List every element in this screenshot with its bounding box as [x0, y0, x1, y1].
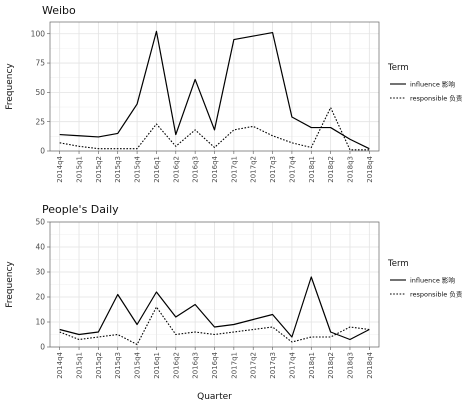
x-tick-label: 2018q1 — [308, 352, 316, 379]
x-tick-label: 2015q1 — [76, 352, 84, 379]
series-line-influence — [59, 30, 370, 150]
x-tick-label: 2017q4 — [288, 155, 296, 182]
x-tick-label: 2018q3 — [346, 156, 354, 183]
x-tick-label: 2016q3 — [192, 352, 200, 379]
x-tick-label: 2014q4 — [56, 155, 64, 182]
y-tick-label: 30 — [35, 268, 45, 277]
x-tick-label: 2016q3 — [192, 156, 200, 183]
y-tick-label: 0 — [40, 343, 45, 352]
y-tick-label: 50 — [35, 218, 45, 227]
plot-border — [49, 21, 380, 152]
legend-label-influence: influence 影响 — [410, 79, 455, 88]
peoples-daily-chart: People's Daily 0 10 20 30 40 50 2014q4 2015q1 201… — [5, 203, 463, 402]
y-tick-label: 0 — [40, 147, 45, 156]
legend-label-influence: influence 影响 — [410, 275, 455, 284]
x-tick-label: 2017q1 — [230, 352, 238, 379]
legend-label-responsible: responsible 负责 — [410, 289, 463, 298]
x-tick-label: 2018q2 — [327, 156, 335, 183]
x-tick-label: 2018q4 — [366, 155, 374, 182]
chart-title: People's Daily — [42, 203, 119, 216]
legend-label-responsible: responsible 负责 — [410, 93, 463, 102]
x-tick-label: 2016q4 — [211, 155, 219, 182]
y-axis-title: Frequency — [5, 63, 15, 110]
series-line-influence — [59, 276, 370, 341]
y-tick-label: 20 — [35, 293, 45, 302]
x-tick-label: 2017q4 — [288, 351, 296, 378]
weibo-chart: Weibo 0 25 50 75 100 2014q4 2015q1 2015q2 2015q3 2… — [5, 4, 463, 183]
x-tick-label: 2016q4 — [211, 351, 219, 378]
x-tick-label: 2015q4 — [134, 351, 142, 378]
x-tick-label: 2018q4 — [366, 351, 374, 378]
x-tick-label: 2015q4 — [134, 155, 142, 182]
x-tick-label: 2016q1 — [153, 156, 161, 183]
x-tick-label: 2017q3 — [269, 352, 277, 379]
y-tick-label: 40 — [35, 243, 45, 252]
plot-border — [49, 221, 380, 348]
legend-title: Term — [387, 259, 409, 269]
y-tick-label: 10 — [35, 318, 45, 327]
y-tick-label: 50 — [35, 88, 45, 97]
x-tick-label: 2015q2 — [95, 352, 103, 379]
legend-title: Term — [387, 63, 409, 73]
x-tick-label: 2018q3 — [346, 352, 354, 379]
chart-title: Weibo — [42, 4, 76, 17]
x-tick-label: 2018q1 — [308, 156, 316, 183]
y-tick-label: 25 — [35, 117, 45, 126]
x-tick-label: 2014q4 — [56, 351, 64, 378]
x-tick-label: 2018q2 — [327, 352, 335, 379]
x-axis-title: Quarter — [197, 392, 232, 402]
series-line-responsible — [59, 107, 370, 151]
x-tick-label: 2017q2 — [250, 352, 258, 379]
x-tick-label: 2016q2 — [172, 352, 180, 379]
x-tick-label: 2017q3 — [269, 156, 277, 183]
x-tick-label: 2016q1 — [153, 352, 161, 379]
x-tick-label: 2015q1 — [76, 156, 84, 183]
x-tick-label: 2016q2 — [172, 156, 180, 183]
x-tick-label: 2017q1 — [230, 156, 238, 183]
y-tick-label: 100 — [31, 29, 46, 38]
y-axis-title: Frequency — [5, 261, 15, 308]
x-tick-label: 2015q3 — [114, 352, 122, 379]
x-tick-label: 2015q3 — [114, 156, 122, 183]
x-tick-label: 2017q2 — [250, 156, 258, 183]
y-tick-label: 75 — [35, 59, 45, 68]
series-line-responsible — [59, 306, 370, 346]
x-tick-label: 2015q2 — [95, 156, 103, 183]
